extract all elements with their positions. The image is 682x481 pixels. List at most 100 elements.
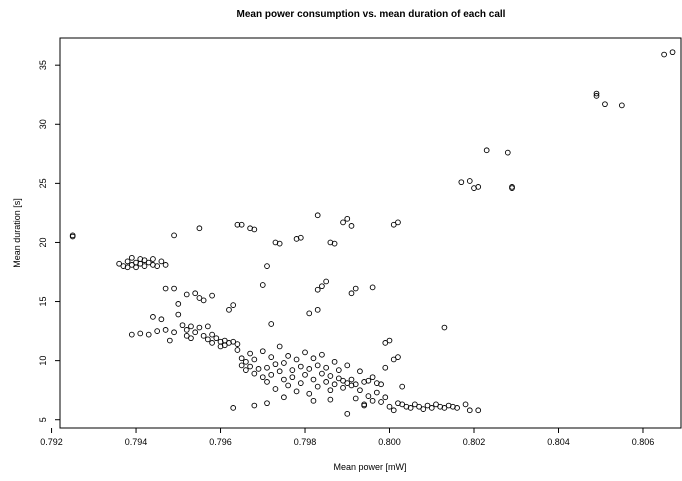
x-tick-label: 0.796	[209, 437, 232, 447]
data-point	[171, 285, 177, 292]
data-point	[395, 354, 401, 360]
data-point	[327, 396, 334, 403]
data-point	[264, 364, 270, 371]
data-point	[369, 284, 376, 291]
data-point	[407, 405, 414, 411]
data-point	[424, 402, 431, 409]
data-point	[162, 327, 169, 333]
data-point	[504, 149, 511, 156]
data-point	[192, 329, 199, 336]
data-point	[281, 394, 287, 401]
data-point	[150, 256, 156, 262]
data-point	[234, 347, 241, 353]
data-point	[399, 401, 406, 408]
x-tick-label: 0.800	[378, 437, 401, 447]
chart-title: Mean power consumption vs. mean duration…	[237, 9, 506, 20]
data-point	[158, 316, 165, 323]
data-point	[593, 93, 600, 99]
data-point	[238, 221, 245, 228]
data-point	[141, 263, 148, 269]
data-point	[509, 184, 515, 190]
data-point	[327, 373, 334, 379]
data-point	[399, 383, 406, 390]
data-point	[162, 262, 169, 268]
data-point	[441, 405, 448, 411]
data-point	[205, 336, 211, 343]
data-point	[145, 331, 152, 338]
data-point	[171, 329, 177, 336]
data-point	[192, 290, 199, 297]
data-point	[230, 302, 237, 308]
data-point	[255, 366, 262, 372]
data-point	[466, 407, 473, 414]
data-point	[331, 358, 338, 365]
data-point	[323, 364, 329, 371]
data-point	[69, 232, 76, 239]
data-point	[386, 337, 393, 344]
data-point	[382, 364, 389, 371]
x-tick-label: 0.802	[463, 437, 486, 447]
data-point	[297, 234, 304, 241]
data-point	[357, 387, 363, 394]
data-point	[323, 278, 329, 285]
data-point	[340, 377, 346, 384]
data-point	[200, 332, 207, 339]
data-point	[150, 314, 156, 320]
data-point	[297, 380, 304, 386]
x-tick-label: 0.804	[547, 437, 570, 447]
data-point	[264, 400, 270, 407]
data-point	[238, 362, 245, 369]
data-point	[158, 258, 165, 265]
y-tick-label: 5	[38, 417, 48, 422]
data-point	[466, 178, 473, 184]
data-point	[243, 367, 249, 373]
data-point	[420, 406, 427, 412]
data-point	[268, 354, 275, 360]
data-point	[352, 395, 359, 402]
data-point	[344, 362, 351, 369]
data-point	[226, 306, 232, 313]
data-point	[314, 286, 321, 293]
data-point	[297, 363, 304, 370]
data-point	[285, 382, 291, 389]
data-point	[344, 215, 351, 222]
data-point	[352, 381, 359, 388]
data-point	[348, 290, 355, 297]
data-point	[475, 184, 482, 190]
data-point	[293, 388, 300, 395]
data-point	[243, 358, 249, 365]
x-tick-label: 0.806	[632, 437, 655, 447]
data-point	[289, 374, 296, 381]
data-point	[390, 356, 397, 363]
data-point	[137, 260, 144, 267]
y-tick-label: 35	[38, 60, 48, 70]
data-point	[369, 374, 376, 381]
data-point	[382, 394, 389, 401]
data-point	[281, 376, 287, 383]
data-point	[310, 376, 317, 383]
data-point	[441, 324, 448, 331]
data-point	[454, 405, 460, 411]
data-point	[619, 102, 625, 109]
data-point	[390, 407, 397, 414]
data-point	[209, 340, 215, 346]
data-point	[247, 350, 253, 357]
data-point	[483, 147, 490, 154]
data-point	[593, 90, 600, 97]
data-point	[378, 381, 384, 388]
data-point	[188, 335, 194, 342]
data-point	[276, 368, 283, 375]
data-point	[661, 51, 667, 58]
data-point	[234, 341, 241, 347]
data-point	[369, 397, 376, 404]
data-point	[306, 390, 313, 397]
y-axis-label: Mean duration [s]	[12, 198, 22, 268]
data-point	[373, 389, 380, 396]
data-point	[327, 387, 334, 394]
data-point	[412, 401, 418, 408]
data-point	[272, 361, 279, 368]
data-point	[365, 377, 372, 384]
data-point	[352, 285, 359, 292]
